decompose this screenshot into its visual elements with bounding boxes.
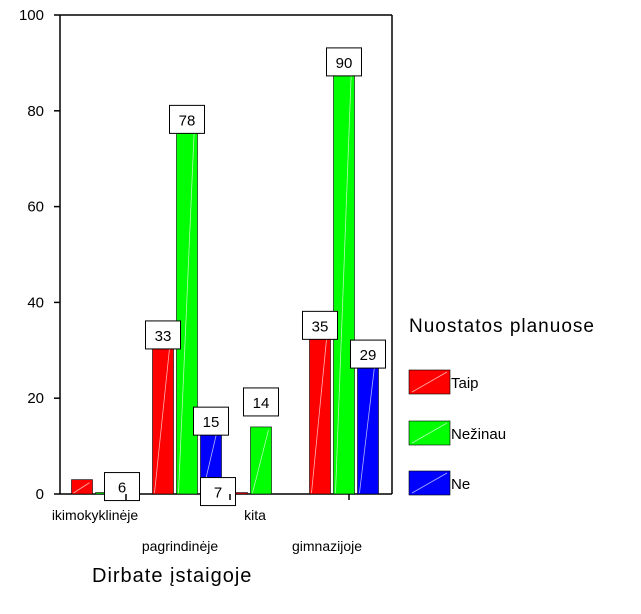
data-label-taip-1: 33	[145, 320, 181, 350]
bar-taip-0	[71, 479, 93, 495]
bar-nežinau-2	[250, 426, 272, 495]
bar-highlight	[335, 65, 352, 494]
category-label: kita	[244, 507, 266, 523]
bar-highlight	[359, 358, 376, 494]
data-label-box	[145, 320, 181, 350]
y-ticks: 0 20 40 60 80 100	[19, 7, 60, 503]
y-tick-label: 0	[36, 486, 44, 503]
bar-face	[71, 479, 93, 495]
data-label-box	[350, 339, 386, 369]
legend-item-taip: Taip	[408, 369, 479, 395]
data-labels: 33 7 35 6 78 14 90 15 29	[104, 47, 386, 507]
data-label-text: 15	[203, 414, 220, 431]
bar-highlight	[178, 123, 195, 494]
bar-face	[333, 62, 355, 495]
bar-face	[309, 326, 331, 495]
bar-nežinau-1	[176, 120, 198, 495]
bar-ne-1	[200, 421, 222, 495]
bar-highlight	[252, 429, 269, 494]
data-label-box	[326, 47, 362, 77]
data-label-box	[193, 406, 229, 436]
bars	[71, 62, 379, 495]
category-label: pagrindinėje	[142, 538, 218, 554]
legend-swatch-highlight	[411, 472, 448, 494]
bar-taip-1	[152, 335, 174, 495]
y-tick-label: 80	[27, 103, 44, 120]
legend-item-ne: Ne	[408, 470, 470, 496]
legend-item-label: Taip	[451, 375, 479, 392]
legend-swatch-highlight	[411, 422, 448, 444]
legend-item-label: Nežinau	[451, 426, 506, 443]
legend-item-nežinau: Nežinau	[408, 420, 506, 446]
data-label-text: 33	[155, 328, 172, 345]
data-label-text: 29	[360, 347, 377, 364]
y-tick-label: 20	[27, 390, 44, 407]
bar-face	[176, 120, 198, 495]
category-label: gimnazijoje	[292, 538, 362, 554]
bar-nežinau-3	[333, 62, 355, 495]
y-tick-label: 60	[27, 199, 44, 216]
data-label-nežinau-0: 6	[104, 472, 140, 502]
data-label-box	[302, 310, 338, 340]
data-label-taip-2: 7	[200, 477, 236, 507]
data-label-box	[104, 472, 140, 502]
data-label-box	[169, 104, 205, 134]
bar-taip-3	[309, 326, 331, 495]
data-label-ne-1: 15	[193, 406, 229, 436]
legend-item-label: Ne	[451, 476, 470, 493]
data-label-text: 35	[312, 318, 329, 335]
legend: Nuostatos planuose Taip Nežinau Ne	[408, 316, 595, 496]
data-label-nežinau-3: 90	[326, 47, 362, 77]
data-label-taip-3: 35	[302, 310, 338, 340]
bar-ne-3	[357, 354, 379, 495]
data-label-box	[200, 477, 236, 507]
data-label-text: 90	[336, 55, 353, 72]
bar-highlight	[154, 338, 171, 494]
legend-title: Nuostatos planuose	[409, 316, 595, 337]
data-label-text: 6	[118, 480, 126, 497]
data-label-text: 78	[179, 112, 196, 129]
data-label-nežinau-1: 78	[169, 104, 205, 134]
y-tick-label: 40	[27, 294, 44, 311]
bar-highlight	[73, 482, 90, 494]
category-label: ikimokyklinėje	[52, 507, 139, 523]
data-label-nežinau-2: 14	[243, 387, 279, 417]
data-label-box	[243, 387, 279, 417]
data-label-ne-3: 29	[350, 339, 386, 369]
data-label-text: 14	[253, 395, 270, 412]
x-axis-title: Dirbate įstaigoje	[92, 565, 252, 587]
y-tick-label: 100	[19, 7, 44, 24]
bar-highlight	[311, 329, 328, 494]
data-label-text: 7	[214, 485, 222, 502]
legend-swatch-highlight	[411, 371, 448, 393]
